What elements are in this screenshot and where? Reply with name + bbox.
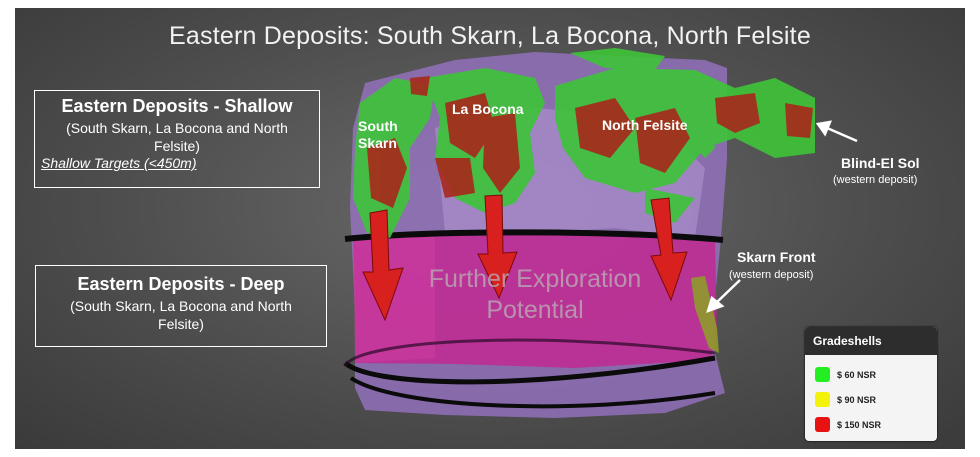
label-north-felsite: North Felsite: [602, 117, 688, 133]
potential-text-line2: Potential: [486, 296, 584, 324]
arrow-north-felsite: [650, 197, 688, 302]
lower-ring: [343, 355, 716, 385]
deep-deposits-box: Eastern Deposits - Deep (South Skarn, La…: [35, 265, 327, 347]
label-la-bocona: La Bocona: [452, 101, 524, 117]
deep-potential-zone: [353, 230, 717, 368]
shallow-subtitle: (South Skarn, La Bocona and North Felsit…: [66, 120, 288, 154]
label-blind-el-sol-sub: (western deposit): [833, 174, 918, 186]
legend-item-label: $ 150 NSR: [837, 419, 882, 430]
gradeshells-legend: Gradeshells $ 60 NSR $ 90 NSR $ 150 NSR: [805, 327, 937, 441]
slide: Eastern Deposits: South Skarn, La Bocona…: [15, 8, 965, 449]
shallow-heading: Eastern Deposits - Shallow: [61, 96, 293, 116]
legend-item-150: $ 150 NSR: [805, 413, 937, 436]
label-skarn-front-sub: (western deposit): [729, 269, 814, 281]
slide-title: Eastern Deposits: South Skarn, La Bocona…: [169, 22, 811, 50]
arrows: [362, 194, 688, 322]
legend-title: Gradeshells: [805, 327, 937, 355]
legend-item-90: $ 90 NSR: [805, 388, 937, 411]
bottom-ring: [349, 376, 716, 409]
red-swatch: [815, 417, 830, 432]
shallow-targets-link[interactable]: Shallow Targets (<450m): [41, 155, 197, 171]
label-blind-el-sol: Blind-El Sol: [841, 155, 920, 171]
potential-text-line1: Further Exploration: [428, 265, 642, 293]
arrow-la-bocona: [477, 194, 518, 300]
deep-subtitle: (South Skarn, La Bocona and North Felsit…: [70, 298, 292, 332]
deposit-3d-model: [343, 48, 858, 418]
skarn-front-zone: [691, 276, 719, 353]
legend-item-60: $ 60 NSR: [805, 363, 937, 386]
callout-arrows: [706, 120, 858, 314]
arrow-south-skarn: [362, 209, 404, 322]
green-swatch: [815, 367, 830, 382]
shallow-deposits-box: Eastern Deposits - Shallow (South Skarn,…: [34, 90, 320, 188]
deep-heading: Eastern Deposits - Deep: [77, 274, 285, 294]
yellow-swatch: [815, 392, 830, 407]
label-south-skarn: South Skarn: [358, 118, 398, 151]
legend-item-label: $ 60 NSR: [837, 369, 877, 380]
legend-item-label: $ 90 NSR: [837, 394, 877, 405]
label-skarn-front: Skarn Front: [737, 249, 816, 265]
